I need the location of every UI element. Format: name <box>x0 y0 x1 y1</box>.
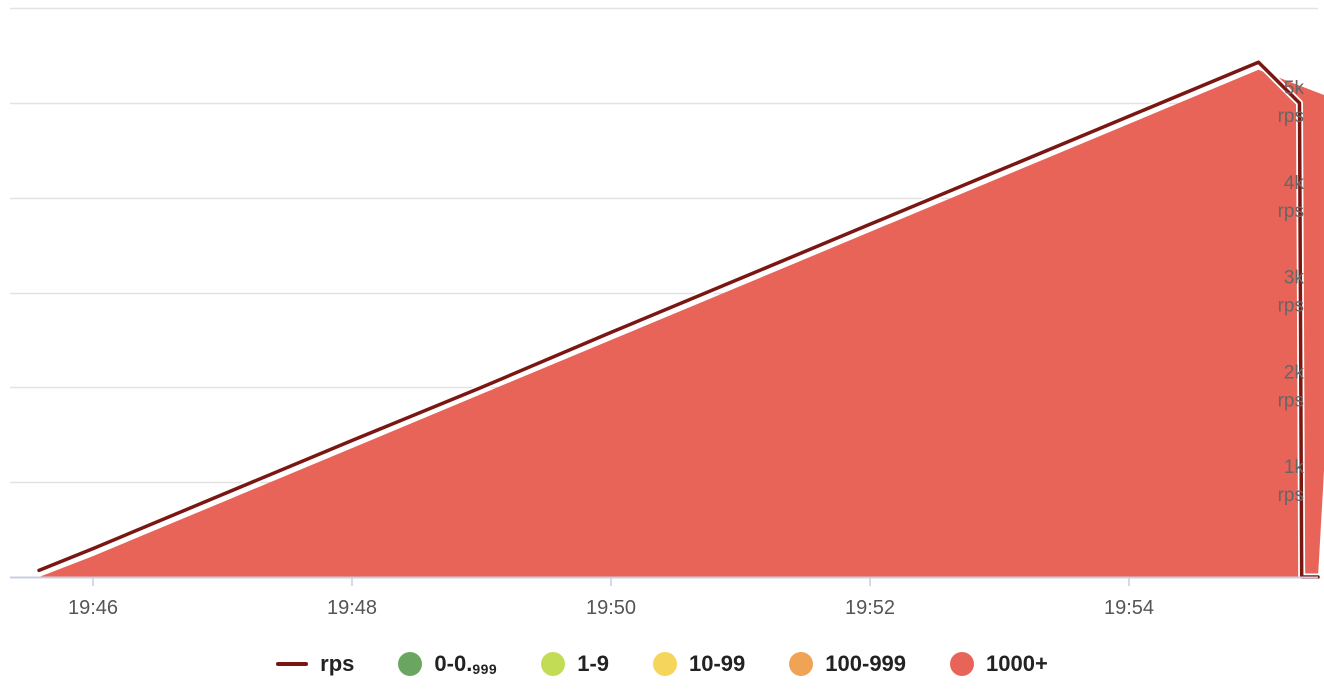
legend-label-main: 0-0. <box>434 651 473 676</box>
x-axis: 19:46 19:48 19:50 19:52 19:54 <box>10 576 1318 619</box>
yellow-dot-icon <box>653 652 677 676</box>
x-tick-label: 19:50 <box>586 597 636 619</box>
area-series-1000-plus <box>39 69 1324 577</box>
chart-canvas: 19:46 19:48 19:50 19:52 19:54 1k rps 2k rps 3k rp… <box>10 7 1324 619</box>
y-tick-unit: rps <box>1278 485 1304 506</box>
x-tick-label: 19:54 <box>1104 597 1154 619</box>
x-tick-label: 19:52 <box>845 597 895 619</box>
legend-item-100-999[interactable]: 100-999 <box>789 651 906 677</box>
y-tick-unit: rps <box>1278 106 1304 127</box>
y-tick-unit: rps <box>1278 390 1304 411</box>
legend: rps 0-0.999 1-9 10-99 100-999 1000+ <box>0 642 1324 686</box>
orange-dot-icon <box>789 652 814 676</box>
legend-label: 100-999 <box>825 651 907 676</box>
legend-label: rps <box>320 651 355 676</box>
x-tick-label: 19:46 <box>68 597 118 619</box>
legend-item-rps[interactable]: rps <box>276 651 354 677</box>
y-tick-label: 4k <box>1284 173 1305 194</box>
legend-item-1000-plus[interactable]: 1000+ <box>950 651 1048 677</box>
y-tick-label: 2k <box>1284 362 1305 383</box>
legend-label-sub: 999 <box>472 661 498 677</box>
area-1000-plus <box>39 69 1324 577</box>
legend-label: 1000+ <box>986 651 1048 676</box>
y-axis: 1k rps 2k rps 3k rps 4k rps 5k rps <box>1278 78 1305 506</box>
y-tick-unit: rps <box>1278 201 1304 222</box>
rps-line-swatch-icon <box>276 662 309 666</box>
legend-label: 1-9 <box>577 651 609 676</box>
legend-item-1-9[interactable]: 1-9 <box>541 651 609 677</box>
red-dot-icon <box>950 652 975 676</box>
legend-label: 0-0.999 <box>434 651 497 677</box>
line-series-rps <box>35 58 1322 581</box>
green-dot-icon <box>398 652 423 676</box>
y-tick-label: 1k <box>1284 457 1305 478</box>
rps-line <box>37 60 1320 579</box>
legend-item-0-0999[interactable]: 0-0.999 <box>398 651 497 677</box>
y-tick-unit: rps <box>1278 296 1304 317</box>
legend-item-10-99[interactable]: 10-99 <box>653 651 745 677</box>
legend-label: 10-99 <box>689 651 746 676</box>
x-tick-label: 19:48 <box>327 597 377 619</box>
y-tick-label: 5k <box>1284 78 1305 99</box>
y-tick-label: 3k <box>1284 268 1305 289</box>
lime-dot-icon <box>541 652 566 676</box>
